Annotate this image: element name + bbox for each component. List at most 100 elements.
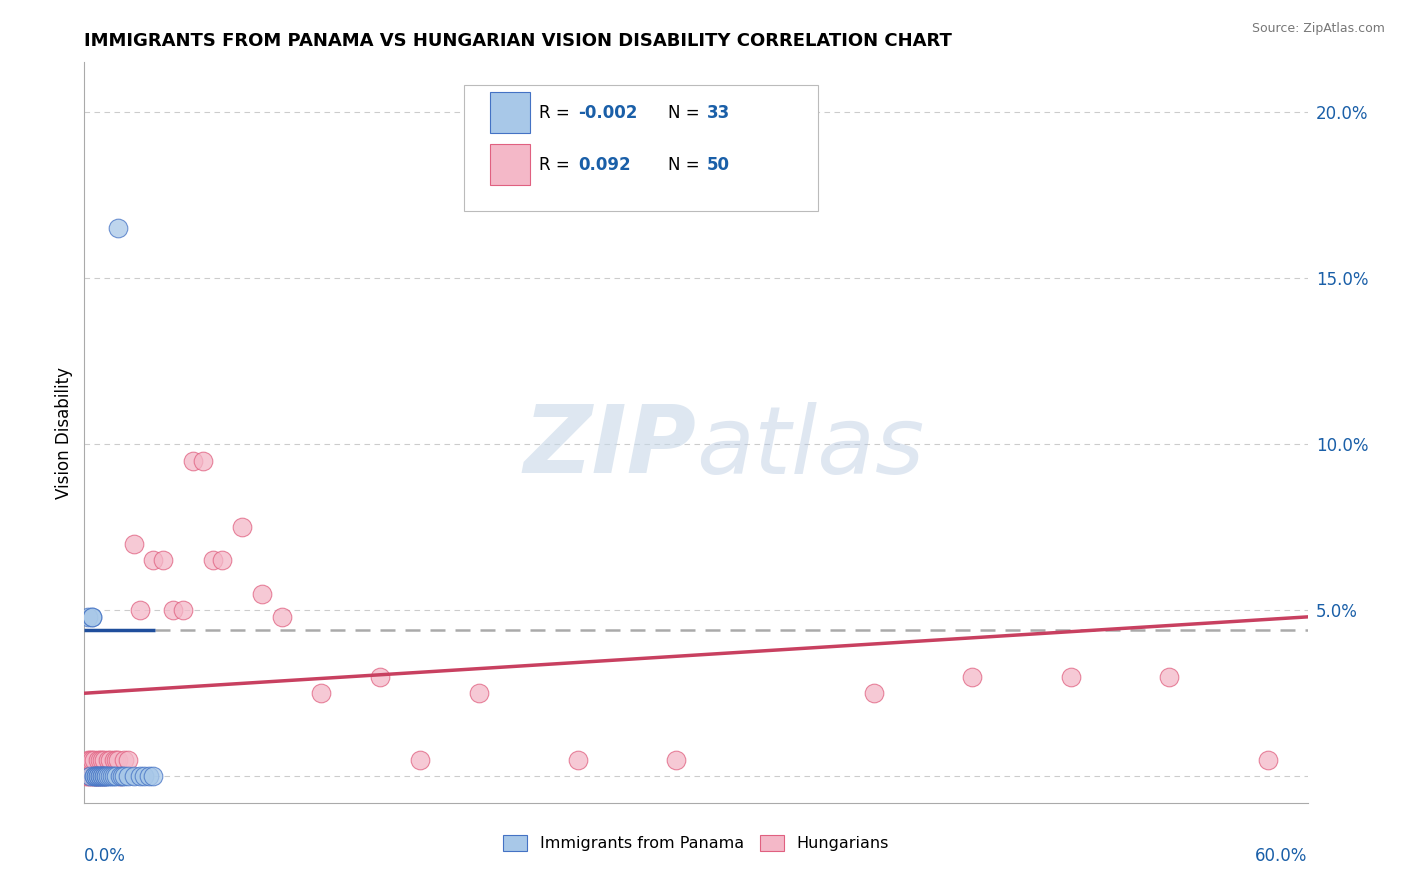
Text: IMMIGRANTS FROM PANAMA VS HUNGARIAN VISION DISABILITY CORRELATION CHART: IMMIGRANTS FROM PANAMA VS HUNGARIAN VISI…: [84, 32, 952, 50]
Point: [107, 753, 129, 767]
Point: [1060, 670, 1083, 684]
Point: [79, 753, 101, 767]
Point: [172, 603, 194, 617]
Point: [79, 769, 101, 783]
Point: [468, 686, 491, 700]
Text: Source: ZipAtlas.com: Source: ZipAtlas.com: [1251, 22, 1385, 36]
Point: [763, 188, 786, 202]
Point: [409, 753, 432, 767]
Point: [87, 769, 110, 783]
Point: [84, 769, 107, 783]
Point: [94, 769, 117, 783]
Legend: Immigrants from Panama, Hungarians: Immigrants from Panama, Hungarians: [496, 829, 896, 858]
Point: [83, 769, 105, 783]
Point: [862, 686, 884, 700]
Point: [82, 610, 104, 624]
Point: [77, 769, 100, 783]
Point: [84, 769, 107, 783]
Point: [112, 769, 135, 783]
Point: [89, 769, 111, 783]
Point: [250, 587, 273, 601]
Point: [309, 686, 332, 700]
Point: [82, 769, 104, 783]
Text: 0.092: 0.092: [578, 155, 631, 174]
FancyBboxPatch shape: [464, 85, 818, 211]
Point: [138, 769, 160, 783]
Text: 50: 50: [707, 155, 730, 174]
FancyBboxPatch shape: [491, 144, 530, 185]
Text: 0.0%: 0.0%: [84, 847, 127, 865]
Point: [152, 553, 174, 567]
Y-axis label: Vision Disability: Vision Disability: [55, 367, 73, 499]
Point: [84, 769, 107, 783]
Point: [89, 769, 111, 783]
Point: [101, 769, 124, 783]
Point: [97, 753, 120, 767]
Point: [89, 753, 111, 767]
Point: [108, 769, 131, 783]
Point: [104, 769, 127, 783]
Point: [1257, 753, 1279, 767]
Text: 33: 33: [707, 103, 730, 122]
Text: ZIP: ZIP: [523, 401, 696, 493]
Point: [112, 753, 135, 767]
Point: [181, 454, 204, 468]
Point: [83, 769, 105, 783]
Point: [93, 769, 115, 783]
Text: R =: R =: [540, 103, 575, 122]
Point: [270, 610, 292, 624]
Point: [128, 769, 150, 783]
Text: 60.0%: 60.0%: [1256, 847, 1308, 865]
Point: [1159, 670, 1181, 684]
Point: [231, 520, 253, 534]
Point: [191, 454, 214, 468]
Point: [82, 753, 104, 767]
Point: [103, 769, 125, 783]
Point: [201, 553, 224, 567]
Point: [91, 769, 114, 783]
Point: [89, 769, 111, 783]
Point: [91, 769, 114, 783]
FancyBboxPatch shape: [491, 92, 530, 133]
Point: [122, 769, 145, 783]
Point: [567, 753, 589, 767]
Point: [108, 769, 131, 783]
Point: [93, 769, 115, 783]
Point: [117, 753, 139, 767]
Point: [665, 753, 688, 767]
Point: [93, 753, 115, 767]
Point: [142, 769, 165, 783]
Point: [87, 769, 110, 783]
Point: [122, 537, 145, 551]
Point: [960, 670, 983, 684]
Point: [103, 753, 125, 767]
Point: [77, 610, 100, 624]
Text: N =: N =: [668, 155, 704, 174]
Point: [82, 610, 104, 624]
Point: [368, 670, 391, 684]
Point: [91, 753, 114, 767]
Point: [97, 769, 120, 783]
Text: atlas: atlas: [696, 402, 924, 493]
Point: [111, 769, 134, 783]
Text: -0.002: -0.002: [578, 103, 638, 122]
Point: [77, 753, 100, 767]
Point: [142, 553, 165, 567]
Point: [104, 753, 127, 767]
Point: [132, 769, 155, 783]
Point: [75, 769, 97, 783]
Point: [211, 553, 233, 567]
Point: [87, 769, 110, 783]
Text: N =: N =: [668, 103, 704, 122]
Point: [98, 753, 121, 767]
Point: [93, 769, 115, 783]
Point: [162, 603, 184, 617]
Point: [83, 769, 105, 783]
Point: [83, 753, 105, 767]
Point: [117, 769, 139, 783]
Point: [94, 769, 117, 783]
Point: [79, 769, 101, 783]
Point: [98, 769, 121, 783]
Point: [87, 753, 110, 767]
Point: [107, 221, 129, 235]
